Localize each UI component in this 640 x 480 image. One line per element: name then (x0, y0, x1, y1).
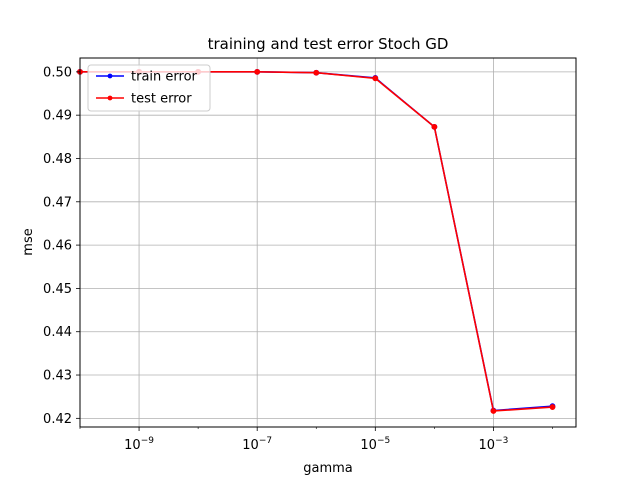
x-tick-label: 10−5 (360, 436, 390, 453)
axes-frame (79, 57, 577, 428)
data-point (372, 75, 379, 82)
chart-title: training and test error Stoch GD (208, 35, 449, 53)
grid (80, 58, 576, 427)
x-tick-label: 10−3 (479, 436, 509, 453)
x-axis-label: gamma (303, 461, 353, 476)
data-point (254, 68, 261, 75)
y-tick-label: 0.49 (43, 109, 72, 124)
legend-marker (107, 73, 113, 79)
x-tick-label: 10−7 (242, 436, 272, 453)
legend-item: train error (96, 70, 198, 85)
legend: train error test error (87, 64, 211, 112)
y-tick-label: 0.50 (43, 65, 72, 80)
axes-background (80, 58, 576, 427)
y-axis-label: mse (21, 228, 36, 255)
y-tick-label: 0.44 (43, 325, 72, 340)
x-tick-label: 10−9 (124, 436, 154, 453)
data-point (431, 123, 438, 130)
y-tick-label: 0.46 (43, 239, 72, 254)
y-tick-label: 0.43 (43, 369, 72, 384)
data-point (313, 69, 320, 76)
plot-area: 10−9 10−7 10−5 10−3 0.42 0.43 0.44 0.45 0.46 0.47… (43, 57, 577, 453)
ticks: 10−9 10−7 10−5 10−3 0.42 0.43 0.44 0.45 0.46 0.47… (43, 65, 553, 453)
y-tick-label: 0.42 (43, 412, 72, 427)
data-point (549, 404, 556, 410)
legend-label: train error (131, 70, 198, 85)
y-tick-label: 0.47 (43, 195, 72, 210)
legend-label: test error (131, 92, 192, 107)
y-tick-label: 0.45 (43, 282, 72, 297)
y-tick-label: 0.48 (43, 152, 72, 167)
legend-item: test error (96, 92, 192, 107)
legend-marker (107, 95, 113, 101)
data-point (490, 408, 497, 414)
